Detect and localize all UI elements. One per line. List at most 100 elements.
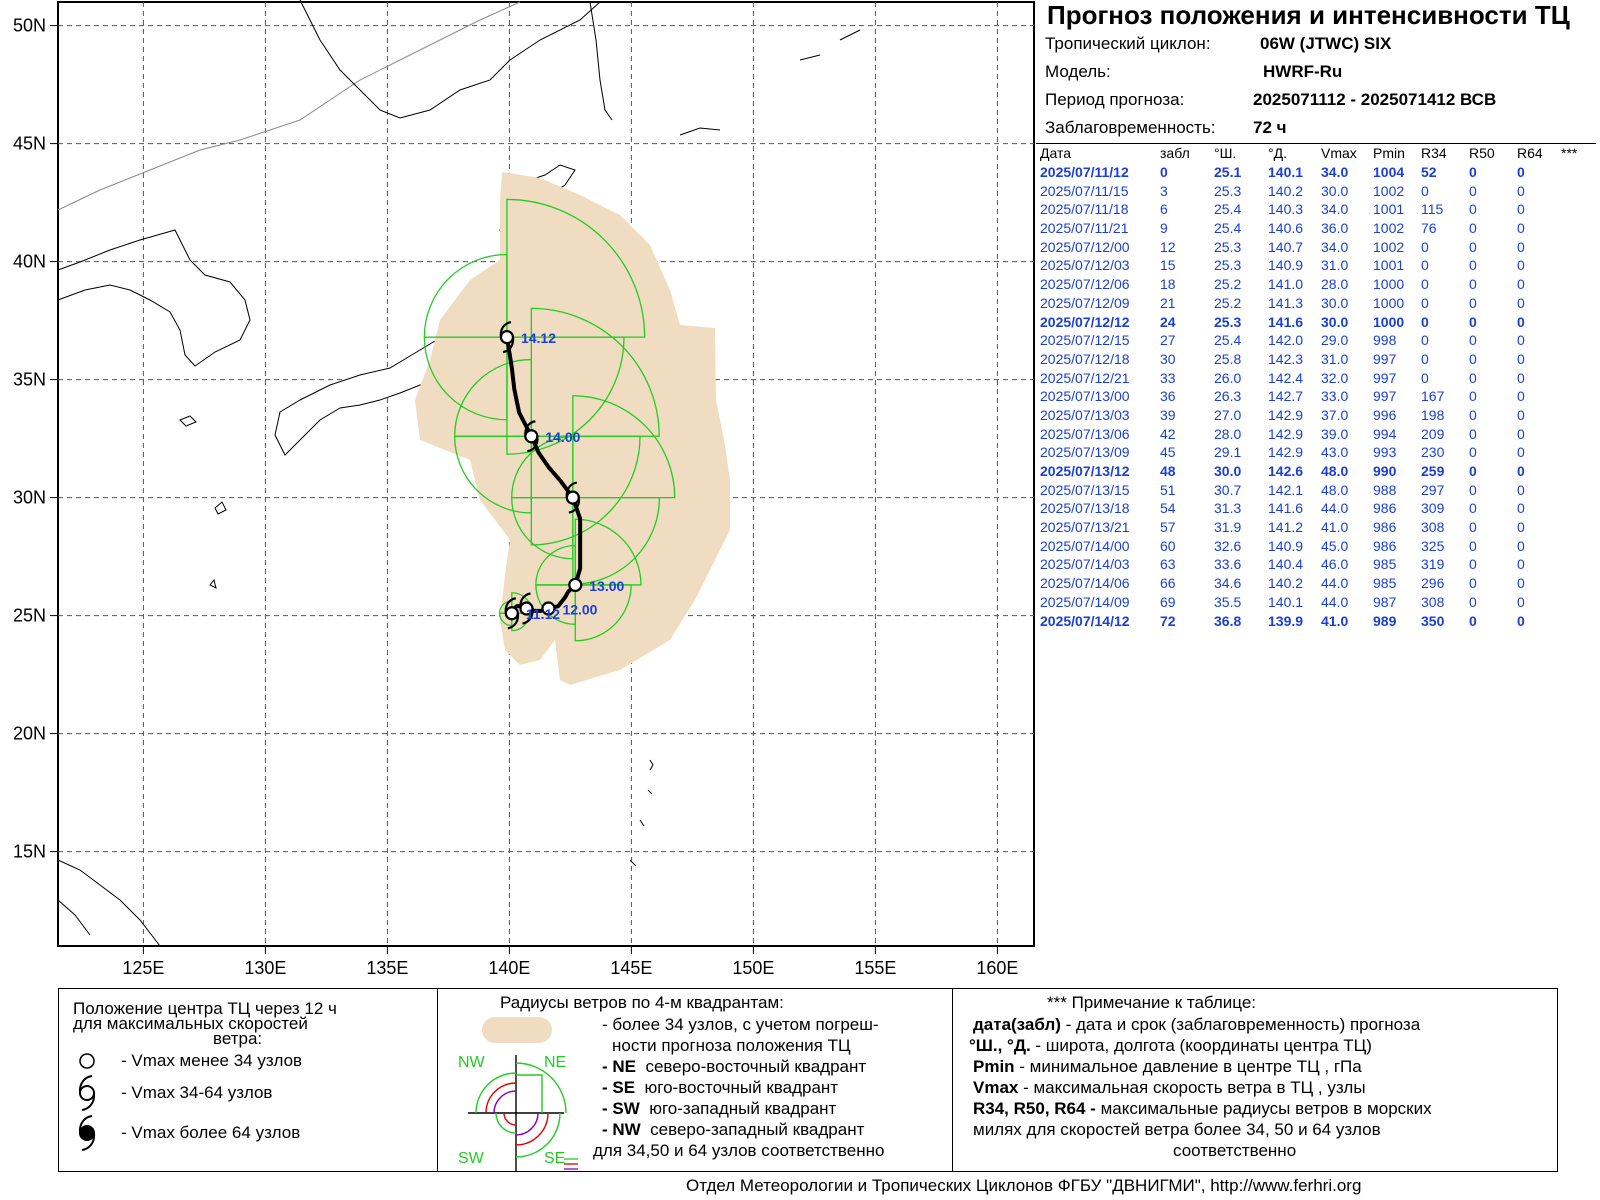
cell-lon: 139.9 <box>1268 612 1304 629</box>
cell-lead: 72 <box>1160 612 1176 629</box>
cell-lat: 33.6 <box>1214 556 1242 573</box>
column-header: Pmin <box>1373 145 1405 162</box>
r34-sw-arc <box>498 612 513 627</box>
track-point-symbol <box>568 577 583 593</box>
lat-tick-label: 35N <box>13 370 46 390</box>
cell-vmax: 33.0 <box>1321 388 1349 405</box>
cell-lat: 25.4 <box>1214 201 1242 218</box>
legend-item-strong: - Vmax более 64 узлов <box>121 1123 301 1142</box>
legend-radii-panel: Радиусы ветров по 4-м квадрантам: NW NE … <box>437 989 953 1171</box>
cell-lat: 25.3 <box>1214 182 1242 199</box>
cell-r64: 0 <box>1517 257 1525 274</box>
q-ne-label: NE <box>544 1054 566 1071</box>
note-4-text: - максимальная скорость ветра в ТЦ , узл… <box>1018 1078 1366 1097</box>
cell-r34: 198 <box>1421 406 1445 423</box>
legend-radii-line2: ности прогноза положения ТЦ <box>612 1036 851 1055</box>
cyclone-value: 06W (JTWC) SIX <box>1260 34 1392 53</box>
legend-ne-text: северо-восточный квадрант <box>645 1057 867 1076</box>
cell-lead: 48 <box>1160 463 1176 480</box>
cell-date: 2025/07/11/12 <box>1040 164 1129 181</box>
table-row: 2025/07/12/09 21 25.2 141.3 30.0 1000 0 0 0 <box>1040 294 1591 313</box>
cell-lon: 141.6 <box>1268 313 1304 330</box>
lead-value: 72 ч <box>1253 118 1287 137</box>
cell-lead: 33 <box>1160 369 1176 386</box>
cell-r34: 0 <box>1421 313 1429 330</box>
cell-r50: 0 <box>1469 276 1477 293</box>
cell-pmin: 987 <box>1373 593 1397 610</box>
r34-ne-arc <box>530 307 660 437</box>
cell-lead: 69 <box>1160 593 1176 610</box>
cell-lead: 51 <box>1160 481 1176 498</box>
r34-sw-arc <box>511 496 574 560</box>
legend-radii-last: для 34,50 и 64 узлов соответственно <box>593 1141 885 1160</box>
column-header: забл <box>1160 145 1190 162</box>
uncertainty-swatch <box>482 1017 552 1043</box>
cell-lead: 45 <box>1160 444 1176 461</box>
cell-r34: 0 <box>1421 257 1429 274</box>
cell-r34: 309 <box>1421 500 1445 517</box>
forecast-map: 11.12 12.00 13.00 14.00 14.12 125E 130E 135E 14… <box>13 0 1035 978</box>
storm-icon <box>78 1075 96 1111</box>
table-row: 2025/07/11/18 6 25.4 140.3 34.0 1001 115 0 0 <box>1040 200 1591 219</box>
table-row: 2025/07/14/06 66 34.6 140.2 44.0 985 296 0 0 <box>1040 574 1591 593</box>
note-5-line2: милях для скоростей ветра более 34, 50 и… <box>973 1120 1381 1139</box>
cell-r64: 0 <box>1517 519 1525 536</box>
cell-pmin: 988 <box>1373 481 1397 498</box>
legend-symbols-title-2: для максимальных скоростей <box>73 1014 308 1033</box>
cell-date: 2025/07/13/03 <box>1040 406 1130 423</box>
cell-lon: 142.1 <box>1268 481 1304 498</box>
track-point-symbol <box>541 601 556 616</box>
cyclone-label: Тропический циклон: <box>1045 34 1211 53</box>
r34-nw-arc <box>535 544 576 586</box>
cell-pmin: 993 <box>1373 444 1397 461</box>
cell-date: 2025/07/14/09 <box>1040 593 1130 610</box>
cell-date: 2025/07/13/12 <box>1040 463 1130 480</box>
cell-r34: 308 <box>1421 519 1445 536</box>
cell-date: 2025/07/12/12 <box>1040 313 1130 330</box>
cell-lead: 27 <box>1160 332 1176 349</box>
cell-r64: 0 <box>1517 444 1525 461</box>
cell-lead: 0 <box>1160 164 1168 181</box>
cell-lead: 57 <box>1160 519 1176 536</box>
cell-r64: 0 <box>1517 556 1525 573</box>
cell-lon: 142.9 <box>1268 425 1304 442</box>
cell-vmax: 28.0 <box>1321 276 1349 293</box>
cell-pmin: 986 <box>1373 500 1397 517</box>
column-header: Дата <box>1040 145 1072 162</box>
cell-lead: 18 <box>1160 276 1176 293</box>
cell-r50: 0 <box>1469 257 1477 274</box>
cell-vmax: 48.0 <box>1321 481 1349 498</box>
cell-lon: 141.2 <box>1268 519 1304 536</box>
track-symbols <box>499 321 583 630</box>
lat-tick-label: 45N <box>13 134 46 154</box>
cell-lead: 30 <box>1160 350 1176 367</box>
cell-pmin: 1002 <box>1373 238 1405 255</box>
notes-title: *** Примечание к таблице: <box>1047 993 1257 1012</box>
table-body: 2025/07/11/12 0 25.1 140.1 34.0 1004 52 0 0 2025/… <box>1040 163 1591 630</box>
table-row: 2025/07/12/21 33 26.0 142.4 32.0 997 0 0 0 <box>1040 368 1591 387</box>
legend-sw: - SW юго-западный квадрант <box>602 1099 836 1119</box>
r34-nw-arc <box>423 253 508 338</box>
legend-sw-code: - SW <box>602 1099 640 1118</box>
cell-pmin: 990 <box>1373 463 1397 480</box>
lon-tick-label: 160E <box>976 958 1018 978</box>
cell-r34: 297 <box>1421 481 1445 498</box>
cell-r50: 0 <box>1469 556 1477 573</box>
cell-date: 2025/07/11/21 <box>1040 220 1129 237</box>
note-2-key: °Ш., °Д. <box>969 1036 1031 1055</box>
cell-r50: 0 <box>1469 220 1477 237</box>
note-1: дата(забл) - дата и срок (заблаговременн… <box>973 1015 1420 1035</box>
table-row: 2025/07/14/09 69 35.5 140.1 44.0 987 308 0 0 <box>1040 593 1591 612</box>
model-row: Модель: HWRF-Ru <box>1045 62 1342 82</box>
legend-item-medium: - Vmax 34-64 узлов <box>121 1083 273 1102</box>
cell-r34: 0 <box>1421 182 1429 199</box>
cell-lead: 3 <box>1160 182 1168 199</box>
legend-se-code: - SE <box>602 1078 636 1097</box>
column-header: *** <box>1561 145 1578 162</box>
legend-nw-text: северо-западный квадрант <box>650 1120 865 1139</box>
cell-pmin: 997 <box>1373 388 1397 405</box>
cell-pmin: 986 <box>1373 537 1397 554</box>
table-row: 2025/07/13/21 57 31.9 141.2 41.0 986 308 0 0 <box>1040 518 1591 537</box>
cell-lon: 142.9 <box>1268 444 1304 461</box>
cell-vmax: 45.0 <box>1321 537 1349 554</box>
